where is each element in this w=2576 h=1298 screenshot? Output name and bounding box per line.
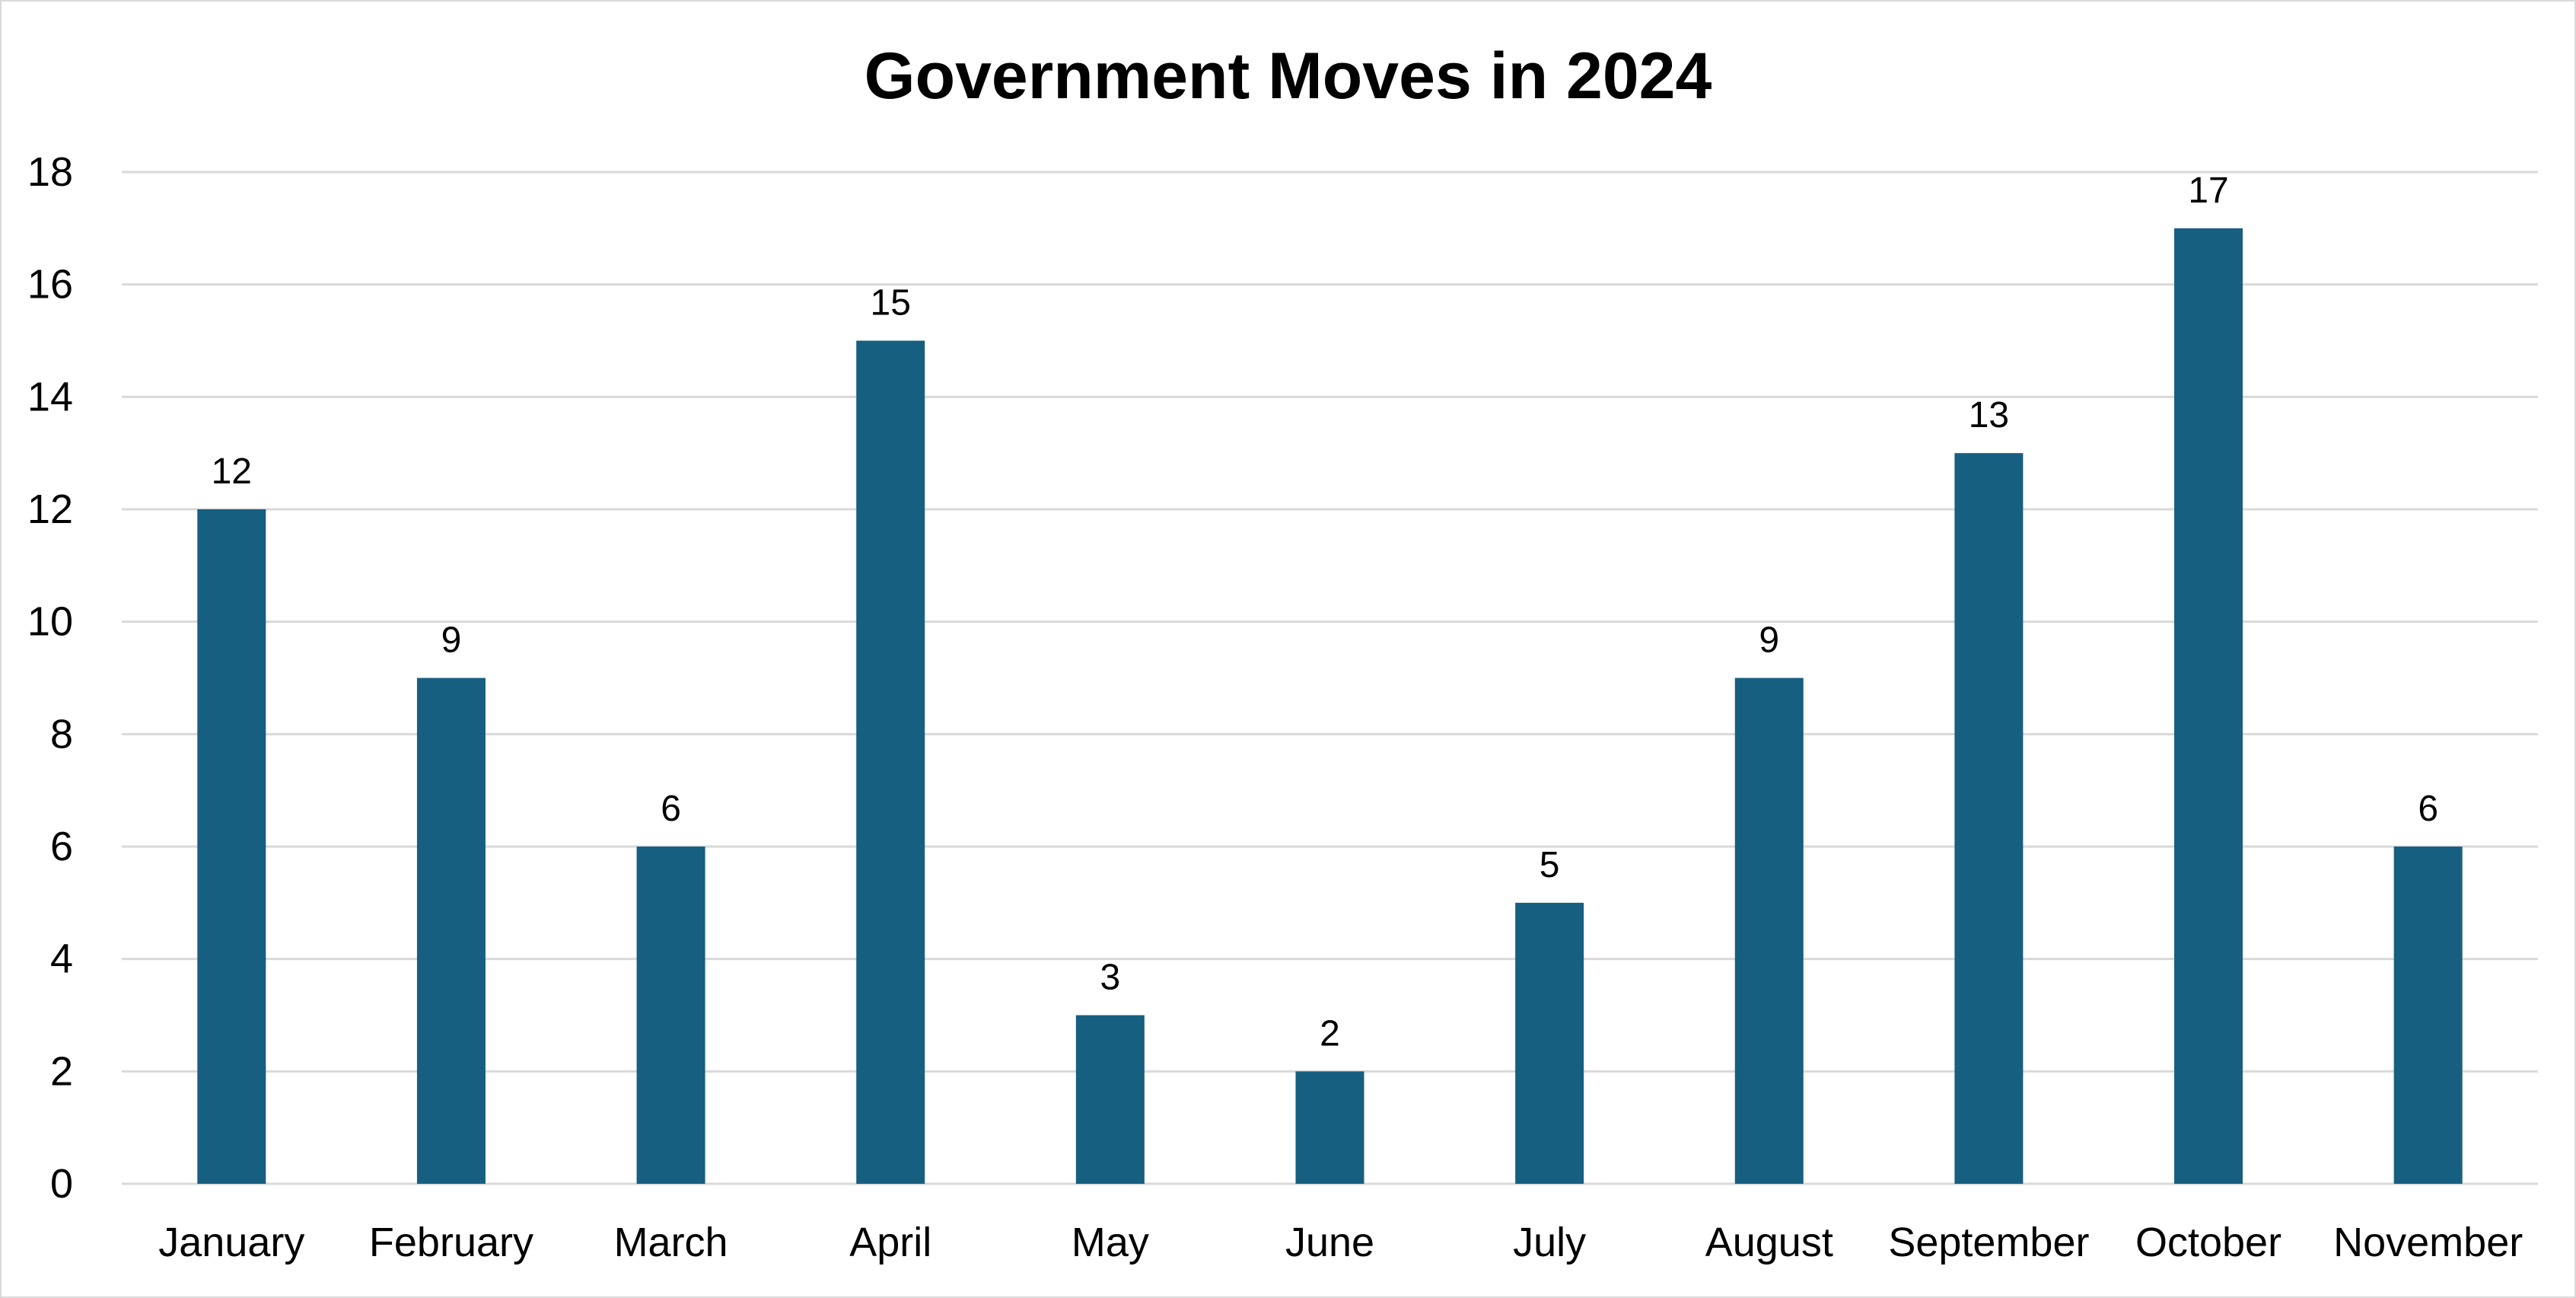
- data-label-april: 15: [871, 283, 911, 324]
- y-tick-label: 6: [50, 824, 73, 869]
- y-tick-label: 12: [27, 486, 73, 532]
- data-label-january: 12: [212, 451, 252, 492]
- bar-january: [197, 509, 266, 1184]
- bar-february: [416, 678, 486, 1184]
- x-tick-label-july: July: [1513, 1220, 1586, 1265]
- y-tick-label: 2: [50, 1048, 73, 1094]
- y-tick-label: 16: [27, 262, 73, 308]
- y-tick-label: 4: [50, 936, 73, 982]
- data-label-july: 5: [1540, 845, 1560, 885]
- x-tick-label-june: June: [1285, 1220, 1374, 1265]
- data-label-june: 2: [1320, 1013, 1340, 1054]
- y-tick-label: 18: [27, 149, 73, 195]
- bar-march: [636, 847, 705, 1184]
- x-tick-label-august: August: [1705, 1220, 1833, 1265]
- y-tick-label: 0: [50, 1161, 73, 1207]
- x-tick-label-may: May: [1071, 1220, 1149, 1265]
- x-tick-label-january: January: [158, 1220, 304, 1265]
- x-tick-label-april: April: [849, 1220, 931, 1265]
- data-label-november: 6: [2418, 789, 2438, 829]
- x-tick-label-november: November: [2333, 1220, 2523, 1265]
- data-label-august: 9: [1759, 620, 1779, 661]
- data-label-september: 13: [1969, 395, 2009, 435]
- gridlines: [122, 171, 2538, 1185]
- x-tick-label-february: February: [369, 1220, 533, 1265]
- bar-april: [856, 340, 925, 1184]
- data-label-october: 17: [2188, 171, 2228, 211]
- x-tick-label-september: September: [1888, 1220, 2089, 1265]
- data-label-february: 9: [441, 620, 462, 661]
- bar-november: [2393, 847, 2463, 1184]
- bar-october: [2174, 228, 2243, 1184]
- y-tick-label: 8: [50, 711, 73, 757]
- x-tick-label-october: October: [2135, 1220, 2281, 1265]
- data-label-march: 6: [661, 789, 681, 829]
- x-tick-label-march: March: [614, 1220, 728, 1265]
- y-axis-ticks: 0 2 4 6 8 10 12 14 16 18: [27, 149, 73, 1207]
- y-tick-label: 10: [27, 599, 73, 645]
- bar-july: [1515, 902, 1584, 1184]
- y-tick-label: 14: [27, 374, 73, 419]
- bar-august: [1734, 678, 1804, 1184]
- bar-september: [1954, 453, 2024, 1184]
- bar-june: [1295, 1071, 1364, 1184]
- data-label-may: 3: [1100, 958, 1121, 998]
- chart-title: Government Moves in 2024: [864, 40, 1712, 113]
- bar-may: [1075, 1015, 1145, 1184]
- x-axis-ticks: January February March April May June July Augu…: [158, 1220, 2523, 1265]
- bars: [197, 228, 2463, 1184]
- data-labels: 12 9 6 15 3 2 5 9 13 17 6: [212, 171, 2438, 1054]
